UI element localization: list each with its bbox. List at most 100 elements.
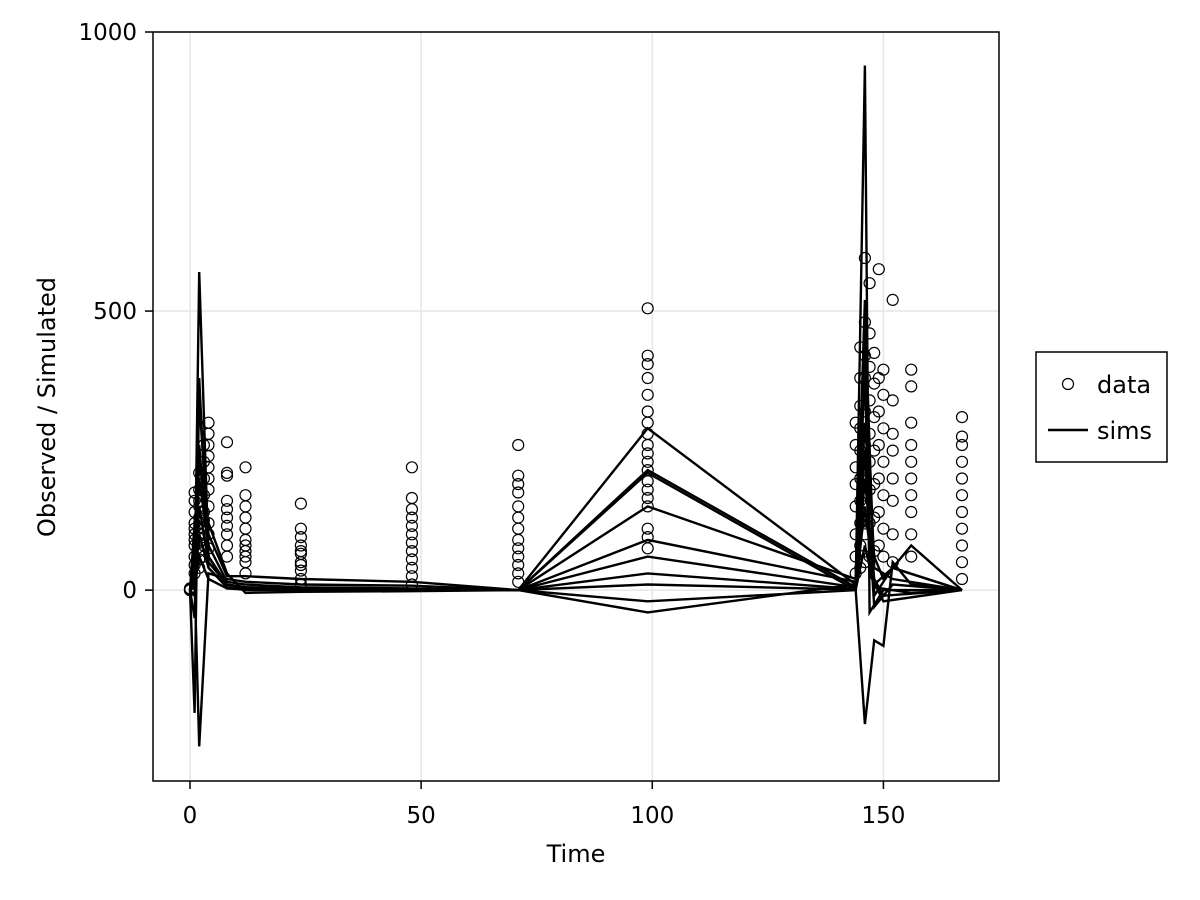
data-point [239,539,252,552]
sims-line [188,471,963,747]
data-point [405,578,418,591]
data-point [955,411,969,424]
legend: data sims [1035,351,1168,463]
data-point [877,422,890,435]
data-point [955,430,969,443]
y-tick-label: 0 [122,578,137,604]
data-point [905,380,918,393]
data-point [239,461,252,474]
data-point [294,539,307,552]
data-point [955,539,969,552]
data-point [294,572,307,586]
data-point [863,455,876,468]
data-point [239,511,252,524]
data-point [858,472,872,485]
data-point [877,455,890,468]
data-point [641,447,654,460]
data-point [512,500,525,513]
data-point [641,464,654,477]
data-point [955,472,969,485]
data-point [220,503,234,516]
data-point [512,567,525,580]
data-point [512,542,525,555]
data-point [886,494,899,507]
data-point [955,489,969,502]
data-point [405,561,418,574]
data-point [641,483,654,496]
data-point [863,427,876,440]
data-point [905,528,918,541]
data-point [886,444,899,457]
data-point [641,491,654,505]
data-point [405,503,418,516]
data-point [863,360,876,373]
legend-box [1035,351,1168,463]
data-point [854,371,867,385]
data-point [877,522,890,535]
data-point [858,528,872,541]
data-point [641,500,654,513]
data-point [512,469,525,482]
data-point [405,570,418,583]
data-point [858,251,872,265]
data-point [512,478,525,491]
data-point [220,519,234,533]
data-point [905,550,918,563]
x-tick-label: 0 [183,803,198,829]
data-point [220,539,234,552]
data-point [872,263,885,276]
data-point [872,505,885,519]
data-point [405,528,418,541]
plot-frame [152,31,1000,782]
data-point [886,472,899,485]
data-point [955,572,969,586]
data-point [405,553,418,566]
data-point [905,455,918,468]
data-point [854,472,867,485]
data-point [849,550,862,563]
data-point [868,346,881,359]
data-point [863,394,876,407]
data-point [512,533,525,547]
data-point [641,530,654,544]
x-tick-label: 50 [406,803,435,829]
data-point [863,327,876,340]
data-point [854,539,867,552]
data-point [641,349,654,362]
data-point [641,358,654,371]
data-point [858,405,872,418]
legend-data-marker [1061,377,1075,391]
data-point [202,500,215,513]
data-point [905,416,918,429]
x-axis-title: Time [546,840,606,868]
data-point [197,472,210,485]
data-point [193,561,206,574]
data-point [872,539,885,552]
data-point [877,550,890,563]
data-point [858,316,872,329]
data-point [405,491,418,505]
x-tick-label: 150 [861,803,905,829]
data-point [294,522,307,535]
data-point [512,486,525,499]
data-point [294,558,307,572]
data-point [294,564,307,577]
data-point [512,522,525,535]
data-point [872,472,885,485]
data-point [877,363,890,376]
data-point [197,438,210,452]
data-point [641,455,654,468]
data-point [886,556,899,569]
data-point [886,427,899,440]
data-point [877,388,890,401]
data-point [294,544,307,558]
y-tick-label: 1000 [78,20,137,46]
data-point [905,438,918,452]
data-point [405,536,418,549]
data-point [955,522,969,535]
axis-tick-labels: 0 50 100 150 0 500 1000 [78,20,905,829]
data-point [294,497,307,510]
axis-ticks [145,31,885,789]
legend-data-label: data [1097,371,1151,399]
data-point [641,405,654,418]
